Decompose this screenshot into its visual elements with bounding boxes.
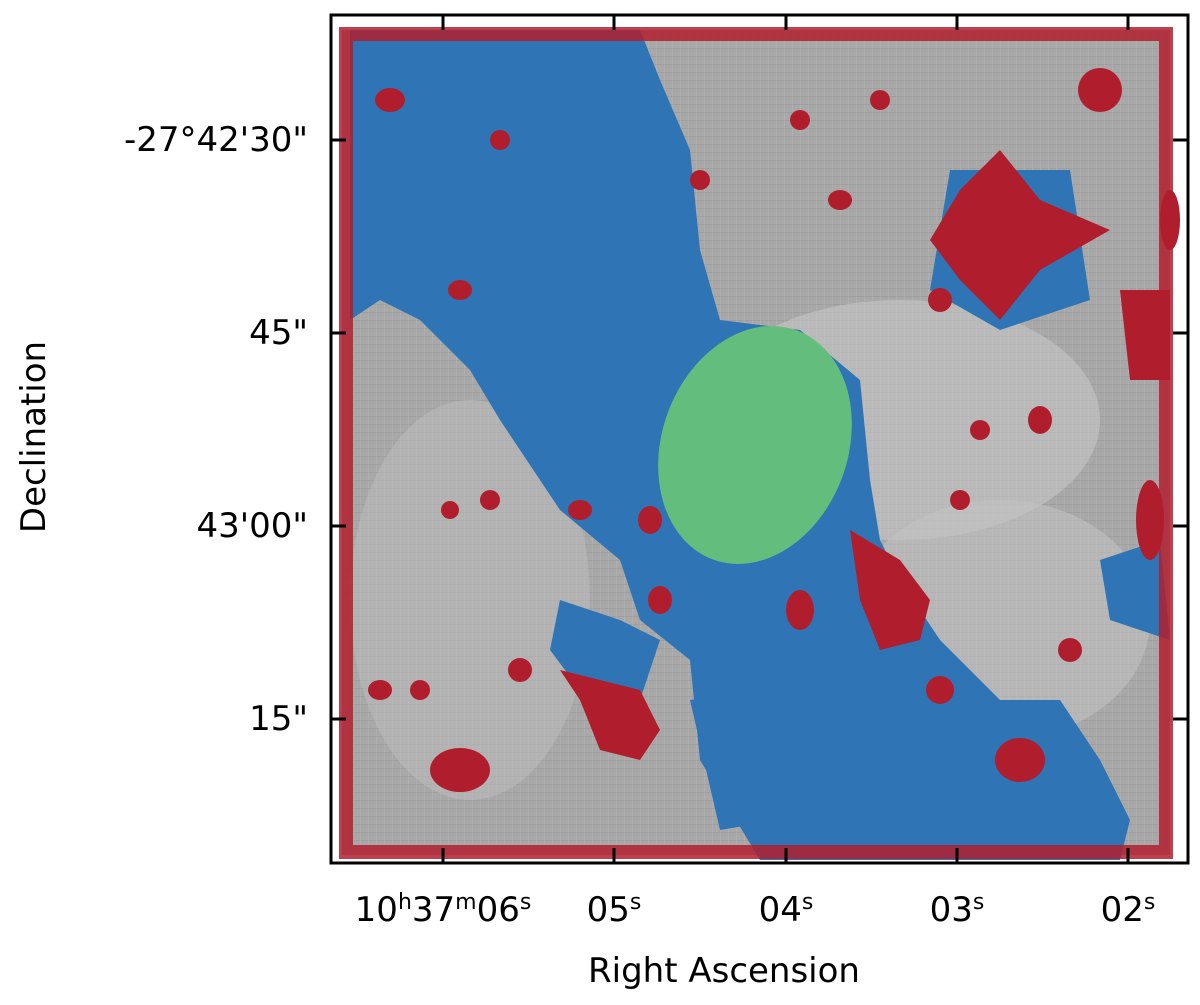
ticks (331, 15, 1188, 863)
target-aperture (658, 326, 852, 564)
red-sources (368, 68, 1180, 792)
plot-frame (329, 13, 1190, 865)
xtick-label: 10h37m06s (354, 890, 532, 931)
xtick-label: 03s (929, 890, 985, 931)
xtick-label: 05s (586, 890, 642, 931)
x-axis-title: Right Ascension (588, 951, 860, 991)
xtick-label: 04s (758, 890, 814, 931)
ytick-label: 45" (249, 313, 308, 353)
red-border (339, 27, 1173, 859)
ytick-label: -27°42'30" (123, 120, 308, 160)
ytick-label: 15" (249, 699, 308, 739)
image-content (331, 15, 1188, 863)
y-axis-title: Declination (14, 340, 54, 534)
xtick-label: 02s (1100, 890, 1156, 931)
ytick-label: 43'00" (196, 506, 308, 546)
